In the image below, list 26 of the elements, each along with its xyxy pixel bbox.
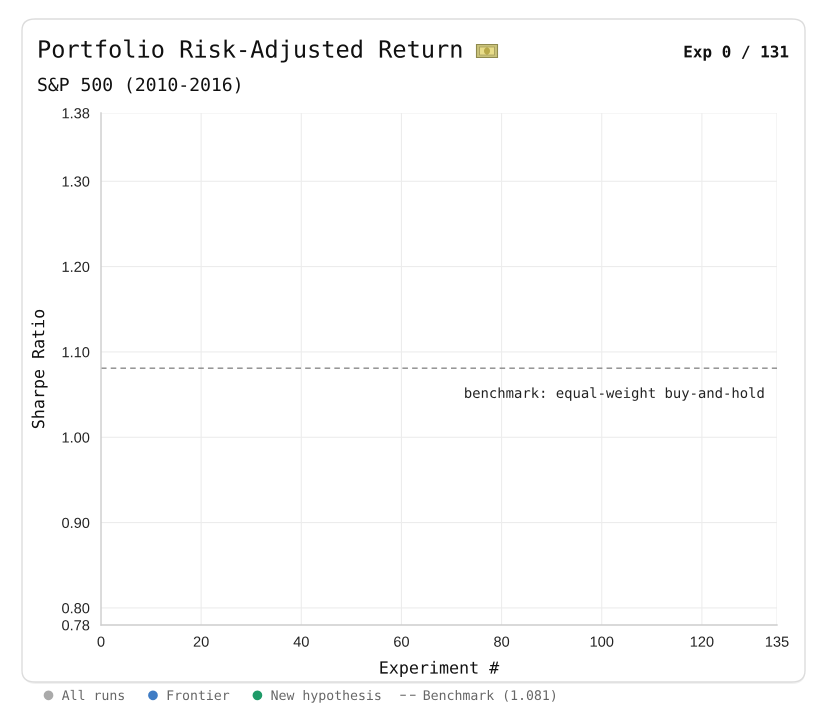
x-tick-label: 80 xyxy=(494,636,510,647)
y-tick-label: 1.20 xyxy=(62,262,90,272)
x-tick-label: 60 xyxy=(394,636,409,647)
y-tick-label: 1.38 xyxy=(62,108,90,118)
x-tick-label: 0 xyxy=(98,636,104,647)
x-tick-label: 40 xyxy=(294,636,309,647)
x-axis-title: Experiment # xyxy=(380,660,500,678)
y-axis-title: Sharpe Ratio xyxy=(31,310,48,428)
y-tick-label: 1.10 xyxy=(62,347,90,358)
text: Exp 0 / 131 xyxy=(684,46,788,61)
x-tick-label: 120 xyxy=(690,636,714,647)
legend-label: Benchmark (1.081) xyxy=(424,690,556,702)
y-tick-label: 0.80 xyxy=(62,603,90,614)
legend-label: All runs xyxy=(62,690,124,700)
legend-label: Frontier xyxy=(168,690,230,700)
x-tick-label: 20 xyxy=(194,636,209,647)
x-tick-label: 135 xyxy=(766,636,789,647)
annotation: benchmark: equal-weight buy-and-hold xyxy=(465,387,764,401)
y-tick-label: 0.78 xyxy=(62,620,90,630)
chart-title: Portfolio Risk-Adjusted Return xyxy=(39,40,462,62)
y-tick-label: 1.30 xyxy=(62,176,90,187)
y-tick-label: 0.90 xyxy=(62,518,90,528)
y-tick-label: 1.00 xyxy=(62,432,90,443)
x-tick-label: 100 xyxy=(590,636,614,647)
legend-label: New hypothesis xyxy=(272,690,381,703)
chart-subtitle: S&P 500 (2010-2016) xyxy=(38,77,240,94)
